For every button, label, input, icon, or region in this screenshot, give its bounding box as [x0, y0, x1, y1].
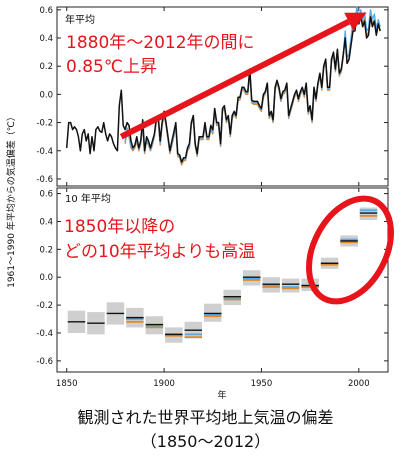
decade-1920	[204, 303, 222, 322]
annual-ytick-label: -0.2	[36, 119, 53, 129]
annual-ytick-label: 0.0	[39, 90, 53, 100]
trend-arrow	[119, 12, 367, 140]
decade-2000	[359, 207, 378, 221]
annual-ytick-label: 0.6	[39, 6, 53, 16]
decade-1880	[126, 307, 144, 328]
recent-decades-highlight	[306, 195, 394, 305]
annual-y-axis: -0.6 -0.4 -0.2 0.0 0.2 0.4 0.6	[36, 6, 388, 186]
annual-ytick-label: -0.4	[36, 147, 53, 157]
decadal-ytick-label: 0.0	[39, 273, 53, 283]
decade-1910	[184, 321, 203, 339]
annual-series-line-black	[65, 16, 381, 163]
decadal-ytick-label: 0.6	[39, 190, 53, 200]
temperature-anomaly-figure: 1961～1990 年平均からの気温偏差（℃） -0.6 -0.4 -0.2 0.0 0…	[5, 6, 394, 401]
decade-1890	[145, 316, 164, 335]
trend-arrow-head	[344, 12, 367, 31]
decade-1870	[106, 302, 125, 325]
decadal-ytick-label: -0.2	[36, 301, 53, 311]
caption-title: 観測された世界平均地上気温の偏差	[77, 408, 334, 427]
x-tick-label: 1850	[56, 379, 78, 389]
annual-series-line-blue	[124, 6, 381, 165]
annual-ytick-label: -0.6	[36, 175, 53, 185]
decadal-panel-frame	[56, 187, 389, 373]
decade-1900	[165, 327, 183, 343]
decade-1940	[242, 270, 261, 286]
decade-1860	[87, 312, 105, 335]
annual-ytick-label: 0.4	[39, 34, 53, 44]
decadal-ytick-label: 0.2	[39, 245, 53, 255]
decade-1930	[223, 289, 241, 306]
annual-series	[65, 6, 381, 166]
x-axis: 1850 1900 1950 2000	[56, 379, 370, 389]
annual-annotation-line2: 0.85℃上昇	[66, 57, 157, 77]
decadal-y-axis: -0.6 -0.4 -0.2 0.0 0.2 0.4 0.6	[36, 188, 388, 372]
decade-1850	[67, 310, 86, 333]
decade-uncertainty-band	[281, 278, 300, 293]
annual-panel-frame	[56, 6, 389, 187]
decadal-mean-panel: -0.6 -0.4 -0.2 0.0 0.2 0.4 0.6 1850 1900 1950 200…	[36, 187, 394, 401]
decadal-series	[67, 207, 378, 343]
annual-mean-panel: -0.6 -0.4 -0.2 0.0 0.2 0.4 0.6 年平均 1880年～2012年…	[36, 6, 389, 187]
decade-1960	[281, 278, 300, 293]
decade-1990	[340, 235, 358, 247]
x-tick-label: 1950	[251, 379, 273, 389]
decade-1950	[262, 277, 280, 293]
annual-panel-label: 年平均	[65, 13, 95, 26]
caption-period: （1850～2012）	[140, 432, 271, 451]
decade-1980	[320, 257, 339, 269]
x-axis-label: 年	[217, 389, 226, 401]
decadal-ytick-label: -0.4	[36, 329, 53, 339]
y-axis-shared-label: 1961～1990 年平均からの気温偏差（℃）	[5, 112, 17, 288]
decadal-panel-label: 10 年平均	[65, 192, 111, 205]
x-tick-label: 2000	[348, 379, 370, 389]
annual-ytick-label: 0.2	[39, 62, 53, 72]
decadal-annotation-line2: どの10年平均よりも高温	[64, 242, 255, 262]
trend-arrow-shaft	[119, 18, 351, 140]
decadal-annotation-line1: 1850年以降の	[64, 217, 175, 237]
annual-annotation-line1: 1880年～2012年の間に	[66, 33, 255, 53]
x-tick-label: 1900	[153, 379, 175, 389]
decadal-ytick-label: 0.4	[39, 217, 53, 227]
decadal-ytick-label: -0.6	[36, 357, 53, 367]
